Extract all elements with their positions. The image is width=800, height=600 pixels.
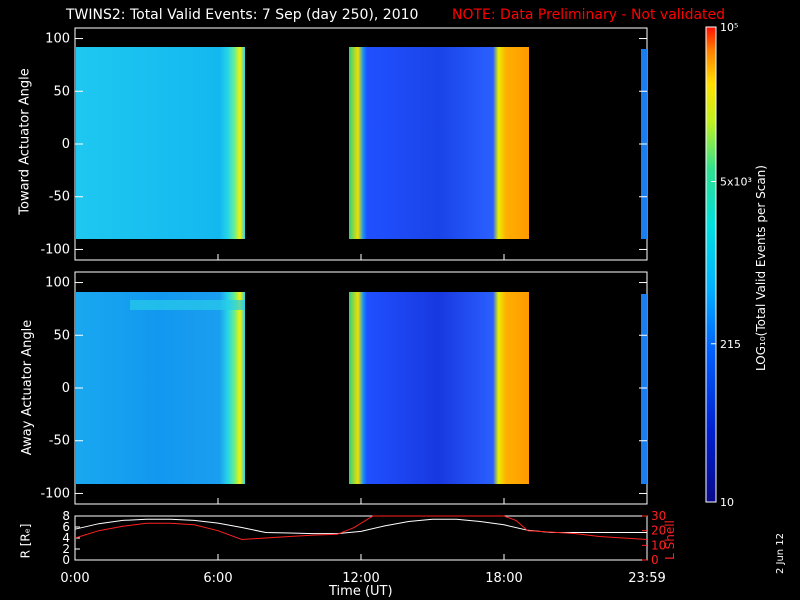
- ytick-label: 2: [62, 542, 70, 556]
- panel2-segment-1: [76, 292, 245, 484]
- colorbar-tick-label: 10⁵: [720, 21, 738, 34]
- ytick-label-right: 0: [651, 553, 659, 567]
- ytick-label-right: 30: [651, 509, 666, 523]
- xtick-label: 23:59: [628, 571, 665, 586]
- xtick-label: 6:00: [203, 571, 232, 586]
- colorbar-tick-label: 5x10³: [720, 175, 752, 188]
- preliminary-note: NOTE: Data Preliminary - Not validated: [452, 7, 726, 23]
- x-axis-label: Time (UT): [329, 584, 393, 599]
- ytick-label: -100: [40, 486, 70, 501]
- ytick-label: 4: [62, 531, 70, 545]
- series-lshell: [74, 515, 648, 541]
- colorbar: 10⁵ 5x10³ 215 10: [705, 21, 752, 509]
- xtick-label: 0:00: [60, 571, 89, 586]
- panel2-right-edge: [641, 294, 647, 484]
- panel1-segment-2: [349, 47, 529, 239]
- ytick-label: 6: [62, 520, 70, 534]
- panel2-segment-2: [349, 292, 529, 484]
- series-r: [74, 518, 647, 535]
- ytick-label-right: 20: [651, 524, 666, 538]
- plot-title: TWINS2: Total Valid Events: 7 Sep (day 2…: [66, 7, 419, 23]
- panel2-band-top: [130, 300, 245, 310]
- ytick-label: 100: [45, 276, 70, 291]
- ytick-label: 0: [62, 381, 70, 396]
- ytick-label: 0: [62, 553, 70, 567]
- ytick-label-right: 10: [651, 538, 666, 552]
- ytick-label: 50: [53, 84, 70, 99]
- ytick-label: -100: [40, 242, 70, 257]
- ytick-label: 50: [53, 328, 70, 343]
- panel-away: 100 50 0 -50 -100: [40, 271, 648, 505]
- ytick-label: 0: [62, 137, 70, 152]
- ytick-label: -50: [49, 190, 70, 205]
- ytick-label: 100: [45, 32, 70, 47]
- ytick-label: 8: [62, 509, 70, 523]
- ytick-label: -50: [49, 434, 70, 449]
- xtick-label: 12:00: [342, 571, 379, 586]
- panel-toward: 100 50 0 -50 -100: [40, 27, 648, 261]
- colorbar-tick-label: 10: [720, 496, 734, 509]
- xtick-label: 18:00: [485, 571, 522, 586]
- panel1-segment-1: [76, 47, 245, 239]
- colorbar-tick-label: 215: [720, 338, 741, 351]
